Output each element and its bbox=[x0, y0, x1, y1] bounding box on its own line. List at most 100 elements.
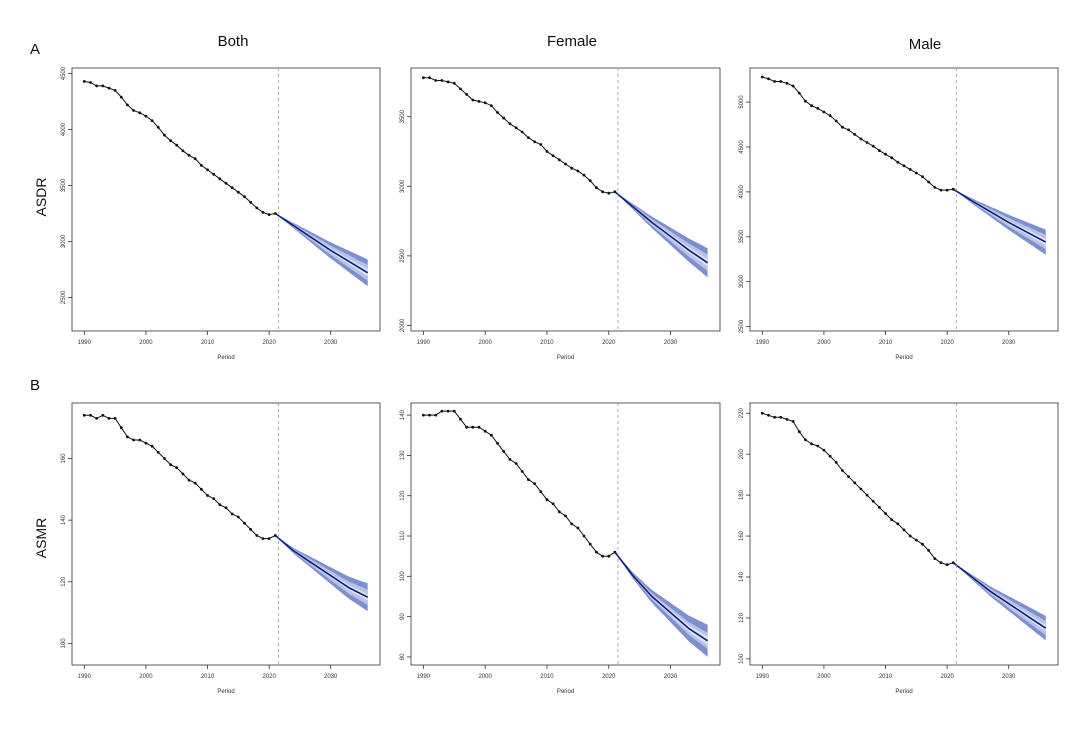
x-tick-label: 1990 bbox=[756, 340, 770, 346]
observed-line bbox=[423, 77, 616, 194]
observed-point bbox=[520, 470, 524, 473]
observed-point bbox=[859, 487, 863, 491]
observed-point bbox=[465, 93, 468, 96]
x-tick-label: 2000 bbox=[817, 674, 831, 680]
y-tick-label: 110 bbox=[400, 531, 406, 541]
y-tick-label: 140 bbox=[739, 571, 745, 582]
observed-point bbox=[878, 149, 881, 153]
observed-point bbox=[853, 133, 857, 136]
x-tick-label: 2020 bbox=[602, 340, 616, 346]
y-tick-label: 80 bbox=[400, 653, 406, 660]
x-tick-label: 2000 bbox=[478, 340, 492, 346]
observed-point bbox=[465, 425, 468, 429]
x-tick-label: 1990 bbox=[417, 340, 431, 346]
x-tick-label: 2020 bbox=[940, 674, 954, 680]
observed-point bbox=[502, 450, 506, 453]
observed-point bbox=[187, 478, 191, 482]
y-tick-label: 120 bbox=[61, 576, 67, 587]
observed-point bbox=[236, 515, 240, 519]
y-tick-label: 160 bbox=[739, 530, 745, 541]
observed-point bbox=[582, 534, 586, 538]
observed-point bbox=[181, 149, 185, 153]
observed-point bbox=[797, 430, 801, 434]
observed-point bbox=[595, 550, 598, 554]
y-tick-label: 100 bbox=[61, 638, 67, 649]
plot-frame bbox=[749, 402, 1059, 666]
panels: 1990 2000 2010 2020 2030 2500 3000 3500 4000 4500… bbox=[61, 66, 1059, 695]
observed-point bbox=[896, 522, 900, 526]
x-tick-label: 2010 bbox=[201, 340, 215, 346]
x-tick-label: 2030 bbox=[664, 340, 678, 346]
observed-point bbox=[939, 188, 943, 192]
observed-point bbox=[791, 420, 795, 423]
observed-point bbox=[613, 190, 617, 194]
observed-point bbox=[576, 169, 580, 173]
projection-band-inner bbox=[275, 213, 368, 287]
observed-point bbox=[816, 444, 820, 448]
observed-point bbox=[218, 503, 222, 507]
observed-point bbox=[212, 172, 216, 176]
observed-point bbox=[914, 538, 918, 542]
x-axis-label: Period bbox=[217, 355, 234, 361]
observed-point bbox=[459, 417, 462, 421]
observed-point bbox=[206, 494, 209, 497]
observed-point bbox=[847, 475, 850, 479]
observed-point bbox=[871, 499, 875, 503]
observed-point bbox=[601, 554, 604, 558]
observed-point bbox=[527, 478, 530, 481]
observed-point bbox=[951, 561, 955, 565]
y-tick-label: 200 bbox=[739, 449, 745, 460]
observed-point bbox=[446, 409, 450, 413]
observed-point bbox=[113, 89, 117, 92]
observed-point bbox=[588, 179, 592, 183]
y-tick-label: 140 bbox=[61, 514, 67, 525]
observed-point bbox=[181, 472, 185, 476]
y-tick-label: 3500 bbox=[400, 109, 406, 123]
x-tick-label: 2000 bbox=[817, 340, 831, 346]
plot-frame bbox=[410, 402, 721, 666]
observed-point bbox=[933, 557, 937, 560]
observed-point bbox=[945, 563, 949, 567]
observed-point bbox=[785, 81, 789, 85]
observed-point bbox=[841, 125, 844, 129]
observed-point bbox=[508, 122, 512, 126]
x-axis-label: Period bbox=[557, 355, 574, 361]
observed-point bbox=[607, 554, 611, 558]
observed-point bbox=[557, 510, 561, 514]
x-tick-label: 2000 bbox=[478, 674, 492, 680]
observed-point bbox=[859, 137, 863, 141]
x-axis-label: Period bbox=[557, 689, 574, 695]
y-tick-label: 180 bbox=[739, 489, 745, 500]
x-axis-label: Period bbox=[895, 355, 912, 361]
observed-point bbox=[169, 463, 173, 466]
observed-point bbox=[588, 542, 592, 546]
observed-point bbox=[539, 490, 543, 494]
observed-point bbox=[138, 111, 142, 115]
observed-point bbox=[175, 143, 179, 147]
observed-line bbox=[84, 80, 276, 216]
observed-point bbox=[200, 164, 203, 167]
observed-point bbox=[471, 425, 475, 429]
observed-point bbox=[564, 162, 567, 166]
y-tick-label: 100 bbox=[739, 653, 745, 664]
observed-point bbox=[508, 458, 512, 461]
observed-point bbox=[601, 190, 604, 194]
y-tick-label: 160 bbox=[61, 453, 67, 464]
observed-point bbox=[452, 409, 456, 413]
observed-point bbox=[212, 497, 216, 500]
y-tick-label: 4500 bbox=[739, 140, 745, 154]
observed-point bbox=[816, 107, 820, 110]
y-tick-label: 5000 bbox=[739, 95, 745, 109]
x-tick-label: 1990 bbox=[78, 340, 92, 346]
observed-point bbox=[82, 80, 86, 83]
observed-point bbox=[760, 411, 764, 415]
chart-asmr-male: 1990 2000 2010 2020 2030 100 120 140 160 180 200 22… bbox=[739, 402, 1059, 695]
x-tick-label: 2000 bbox=[139, 340, 153, 346]
observed-point bbox=[200, 487, 203, 491]
row-label-asdr: ASDR bbox=[33, 178, 49, 217]
observed-point bbox=[779, 80, 783, 83]
observed-point bbox=[921, 175, 924, 179]
observed-point bbox=[267, 213, 271, 217]
observed-point bbox=[273, 212, 277, 215]
observed-point bbox=[570, 166, 574, 170]
